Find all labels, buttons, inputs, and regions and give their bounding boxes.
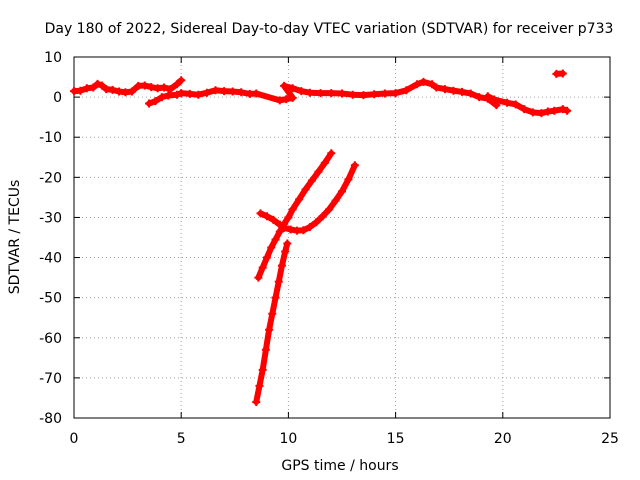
axis-ticks: 0 5 10 15 20 25 10 0 -10 -20 -30 -40 -50 -60 -70 -80: [39, 50, 619, 447]
y-tick-label: -10: [39, 130, 62, 146]
y-tick-label: -80: [39, 411, 62, 427]
x-tick-label: 0: [70, 431, 79, 447]
data-trail: [253, 90, 283, 104]
data-trail: [262, 326, 273, 353]
y-tick-label: -30: [39, 210, 62, 226]
x-axis-label: GPS time / hours: [281, 458, 398, 474]
data-trail: [559, 106, 571, 114]
y-tick-label: -20: [39, 170, 62, 186]
chart-title: Day 180 of 2022, Sidereal Day-to-day VTE…: [45, 21, 614, 37]
data-trail: [282, 240, 291, 255]
data-trail: [259, 346, 269, 373]
y-tick-label: -50: [39, 291, 62, 307]
data-trail: [321, 150, 335, 166]
x-tick-label: 15: [387, 431, 405, 447]
plot-frame: [73, 56, 611, 419]
data-points: [70, 69, 572, 406]
y-axis-label: SDTVAR / TECUs: [7, 180, 23, 295]
y-tick-label: -70: [39, 371, 62, 387]
y-tick-label: 0: [53, 90, 62, 106]
data-trail: [345, 162, 358, 183]
x-tick-label: 25: [601, 431, 619, 447]
y-tick-label: 10: [44, 50, 62, 66]
data-trail: [173, 77, 185, 88]
x-tick-label: 20: [494, 431, 512, 447]
y-tick-label: -60: [39, 331, 62, 347]
x-tick-label: 10: [279, 431, 297, 447]
x-tick-label: 5: [177, 431, 186, 447]
y-tick-label: -40: [39, 251, 62, 267]
